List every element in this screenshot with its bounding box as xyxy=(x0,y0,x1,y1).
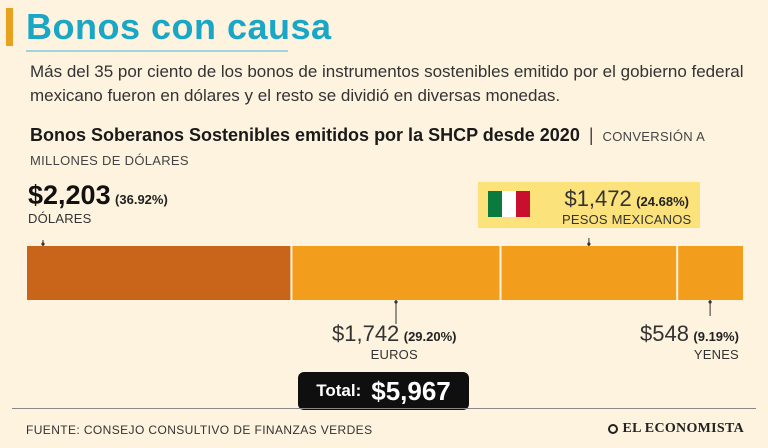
chart-title-block: Bonos Soberanos Sostenibles emitidos por… xyxy=(30,124,750,172)
leader-dot-1 xyxy=(41,242,45,246)
label-dolares: $2,203 (36.92%) DÓLARES xyxy=(28,180,168,226)
bar-segment-1 xyxy=(27,246,292,300)
total-value: $5,967 xyxy=(371,375,451,406)
bar-segment-3 xyxy=(500,246,678,300)
amount-euros: $1,742 xyxy=(332,321,400,346)
currency-pesos: PESOS MEXICANOS xyxy=(562,212,692,227)
total-badge: Total: $5,967 xyxy=(298,372,469,410)
amount-yenes: $548 xyxy=(640,321,689,346)
footer-divider xyxy=(12,408,756,409)
bar-segment-4 xyxy=(677,246,743,300)
percent-pesos: (24.68%) xyxy=(636,194,689,209)
mexico-flag-icon xyxy=(488,191,530,217)
amount-dolares: $2,203 xyxy=(28,180,111,210)
currency-dolares: DÓLARES xyxy=(28,211,92,226)
flag-stripe-green xyxy=(488,191,502,217)
percent-yenes: (9.19%) xyxy=(693,329,739,344)
chart-title: Bonos Soberanos Sostenibles emitidos por… xyxy=(30,125,580,145)
percent-euros: (29.20%) xyxy=(403,329,457,344)
leader-dot-4 xyxy=(708,300,712,304)
label-pesos: $1,472 (24.68%) PESOS MEXICANOS xyxy=(562,186,691,227)
brand-name: EL ECONOMISTA xyxy=(622,421,744,436)
currency-euros: EUROS xyxy=(370,347,418,362)
amount-pesos: $1,472 xyxy=(564,186,632,211)
leader-dot-2 xyxy=(394,300,398,304)
chart-subtitle: CONVERSIÓN A MILLONES DE DÓLARES xyxy=(30,129,705,168)
leader-dot-3 xyxy=(587,242,591,246)
title-accent-bar xyxy=(6,8,13,46)
percent-dolares: (36.92%) xyxy=(115,192,168,207)
currency-yenes: YENES xyxy=(693,347,739,362)
brand-logo: EL ECONOMISTA xyxy=(607,421,745,437)
label-yenes: $548 (9.19%) YENES xyxy=(640,321,739,362)
intro-text: Más del 35 por ciento de los bonos de in… xyxy=(30,62,744,105)
total-label: Total: xyxy=(316,381,362,400)
flag-stripe-white xyxy=(502,191,516,217)
bar-segment-2 xyxy=(291,246,501,300)
title-underline xyxy=(26,50,288,52)
brand-icon xyxy=(607,424,618,434)
page-title: Bonos con causa xyxy=(26,6,332,47)
source-note: FUENTE: CONSEJO CONSULTIVO DE FINANZAS V… xyxy=(26,423,373,437)
flag-stripe-red xyxy=(516,191,530,217)
label-euros: $1,742 (29.20%) EUROS xyxy=(332,321,457,362)
title-separator: | xyxy=(588,125,594,145)
pesos-highlight-box xyxy=(478,182,700,228)
